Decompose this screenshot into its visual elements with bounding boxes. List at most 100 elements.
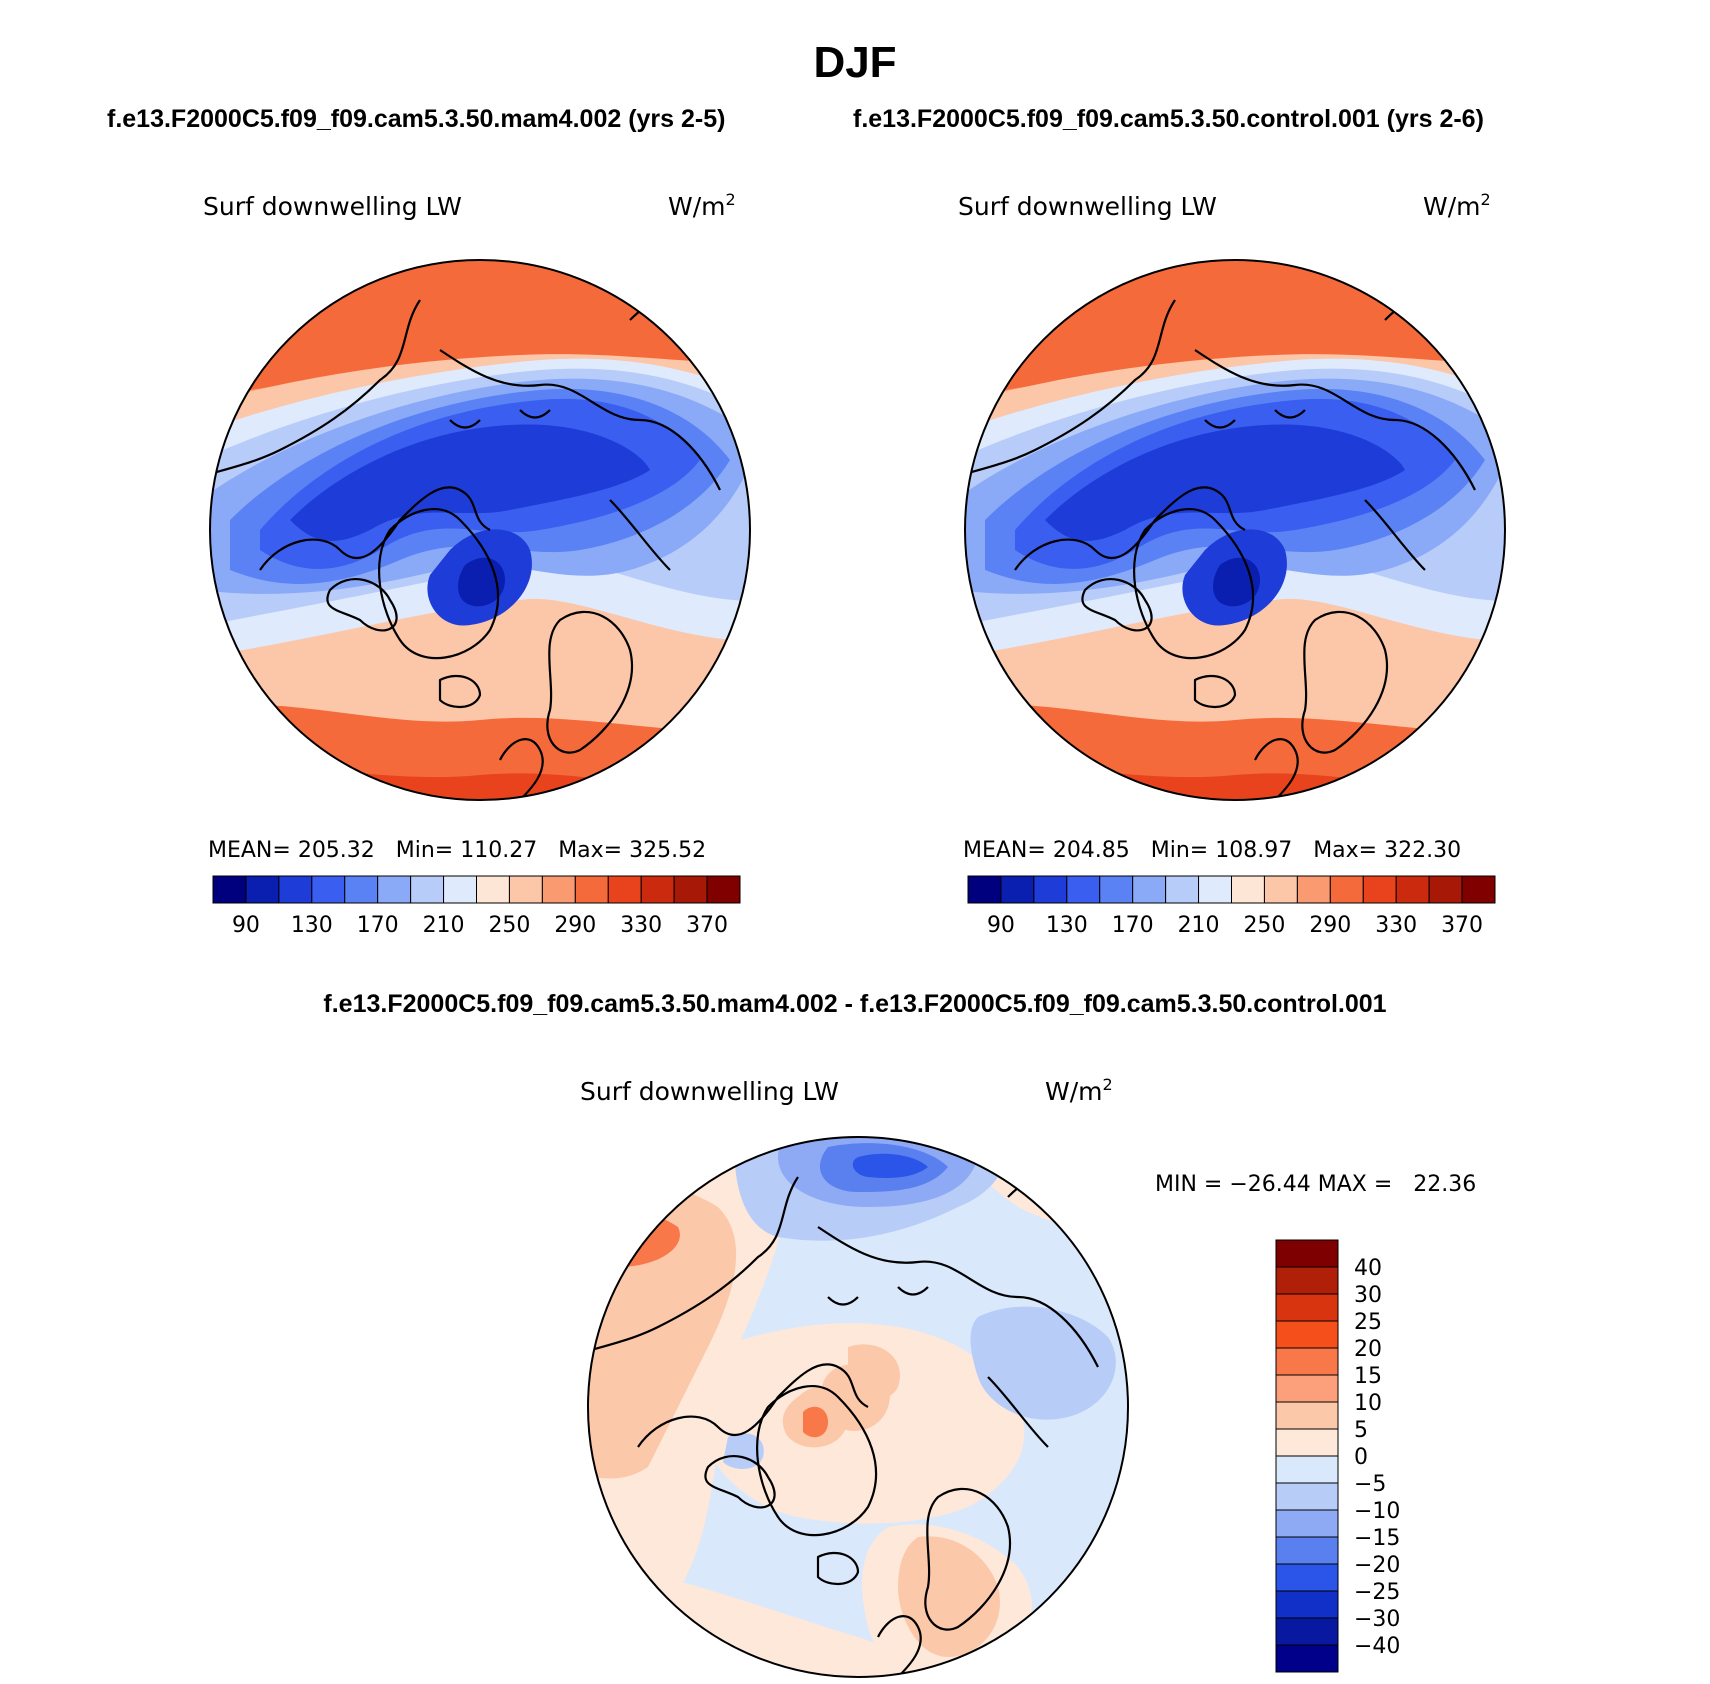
colorbar-swatch	[1275, 1320, 1339, 1349]
colorbar-swatch	[476, 875, 510, 904]
colorbar-swatch	[1000, 875, 1035, 904]
colorbar-swatch	[410, 875, 445, 904]
polar-map-mam4	[210, 260, 750, 800]
colorbar-tick-label: 10	[1354, 1391, 1382, 1416]
colorbar-swatch	[1231, 875, 1265, 904]
colorbar-swatch	[1275, 1536, 1339, 1565]
colorbar-swatch	[1198, 875, 1232, 904]
colorbar-swatch	[1395, 875, 1430, 904]
colorbar-swatch	[967, 875, 1002, 904]
panel-mam4-stats: MEAN= 205.32 Min= 110.27 Max= 325.52	[208, 838, 706, 863]
colorbar-tick-label: 370	[686, 913, 728, 938]
colorbar-swatch	[1275, 1482, 1339, 1511]
colorbar-swatch	[1275, 1428, 1339, 1457]
colorbar-swatch	[673, 875, 708, 904]
colorbar-tick-label: 0	[1354, 1445, 1368, 1470]
subtitle-right: f.e13.F2000C5.f09_f09.cam5.3.50.control.…	[853, 105, 1484, 133]
panel-control-variable: Surf downwelling LW	[958, 192, 1217, 221]
panel-control-stats: MEAN= 204.85 Min= 108.97 Max= 322.30	[963, 838, 1461, 863]
colorbar-swatch	[574, 875, 609, 904]
colorbar-swatch	[443, 875, 477, 904]
colorbar-tick-label: −5	[1354, 1472, 1386, 1497]
colorbar-tick-label: 5	[1354, 1418, 1368, 1443]
panel-mam4: Surf downwelling LW W/m2 MEAN= 205.32 Mi…	[203, 190, 751, 938]
colorbar-tick-label: −10	[1354, 1499, 1400, 1524]
colorbar-tick-label: 20	[1354, 1337, 1382, 1362]
colorbar-tick-label: 370	[1441, 913, 1483, 938]
colorbar-swatch	[1033, 875, 1068, 904]
colorbar-tick-label: 210	[423, 913, 465, 938]
colorbar-swatch	[344, 875, 379, 904]
figure-title: DJF	[813, 38, 896, 87]
colorbar-tick-label: 170	[1112, 913, 1154, 938]
colorbar-swatch	[1275, 1455, 1339, 1484]
colorbar-tick-label: −25	[1354, 1580, 1400, 1605]
colorbar-swatch	[1099, 875, 1134, 904]
colorbar-swatch	[1275, 1239, 1339, 1268]
panel-control-units: W/m2	[1423, 190, 1491, 221]
colorbar-tick-label: 30	[1354, 1283, 1382, 1308]
colorbar-swatch	[245, 875, 280, 904]
colorbar-control: 90 130 170 210 250 290 330 370	[967, 875, 1496, 938]
colorbar-swatch	[1165, 875, 1200, 904]
colorbar-swatch	[1296, 875, 1331, 904]
map-boundary-mam4	[209, 259, 751, 801]
colorbar-swatch	[1275, 1266, 1339, 1295]
colorbar-tick-label: −40	[1354, 1634, 1400, 1659]
colorbar-swatch	[212, 875, 247, 904]
colorbar-swatch	[1461, 875, 1496, 904]
colorbar-tick-label: 90	[232, 913, 260, 938]
colorbar-swatch	[1275, 1293, 1339, 1322]
colorbar-swatch	[508, 875, 543, 904]
colorbar-tick-label: −30	[1354, 1607, 1400, 1632]
colorbar-swatch	[1275, 1509, 1339, 1538]
colorbar-swatch	[278, 875, 313, 904]
panel-diff-variable: Surf downwelling LW	[580, 1077, 839, 1106]
colorbar-swatch	[1275, 1563, 1339, 1592]
colorbar-tick-label: 210	[1178, 913, 1220, 938]
colorbar-swatch	[377, 875, 412, 904]
colorbar-swatch	[706, 875, 741, 904]
colorbar-tick-label: −20	[1354, 1553, 1400, 1578]
colorbar-tick-label: −15	[1354, 1526, 1400, 1551]
panel-diff-units: W/m2	[1045, 1075, 1113, 1106]
colorbar-swatch	[1263, 875, 1298, 904]
colorbar-swatch	[1362, 875, 1397, 904]
polar-map-control	[965, 260, 1505, 800]
colorbar-tick-label: 25	[1354, 1310, 1382, 1335]
subtitle-left: f.e13.F2000C5.f09_f09.cam5.3.50.mam4.002…	[107, 105, 725, 133]
colorbar-swatch	[1428, 875, 1463, 904]
colorbar-swatch	[1132, 875, 1167, 904]
diff-title: f.e13.F2000C5.f09_f09.cam5.3.50.mam4.002…	[323, 990, 1386, 1018]
panel-control: Surf downwelling LW W/m2 MEAN= 204.85 Mi…	[958, 190, 1506, 938]
colorbar-swatch	[1066, 875, 1101, 904]
colorbar-swatch	[1275, 1617, 1339, 1646]
panel-diff-stats: MIN = −26.44 MAX = 22.36	[1155, 1172, 1476, 1197]
colorbar-swatch	[1275, 1347, 1339, 1376]
colorbar-swatch	[607, 875, 642, 904]
colorbar-swatch	[1275, 1374, 1339, 1403]
colorbar-swatch	[640, 875, 675, 904]
map-boundary-control	[964, 259, 1506, 801]
colorbar-tick-label: 90	[987, 913, 1015, 938]
colorbar-tick-label: 130	[1046, 913, 1088, 938]
colorbar-tick-label: 290	[1309, 913, 1351, 938]
polar-map-diff	[588, 1137, 1128, 1677]
colorbar-tick-label: 330	[1375, 913, 1417, 938]
colorbar-mam4: 90 130 170 210 250 290 330 370	[212, 875, 741, 938]
colorbar-swatch	[541, 875, 576, 904]
colorbar-swatch	[1329, 875, 1364, 904]
colorbar-tick-label: 250	[1243, 913, 1285, 938]
colorbar-tick-label: 290	[554, 913, 596, 938]
colorbar-swatch	[1275, 1590, 1339, 1619]
colorbar-swatch	[311, 875, 346, 904]
colorbar-tick-label: 170	[357, 913, 399, 938]
colorbar-tick-label: 15	[1354, 1364, 1382, 1389]
panel-diff: Surf downwelling LW W/m2 MIN = −26.44 MA…	[580, 1075, 1476, 1678]
panel-mam4-units: W/m2	[668, 190, 736, 221]
panel-mam4-variable: Surf downwelling LW	[203, 192, 462, 221]
colorbar-swatch	[1275, 1401, 1339, 1430]
map-boundary-diff	[587, 1136, 1129, 1678]
